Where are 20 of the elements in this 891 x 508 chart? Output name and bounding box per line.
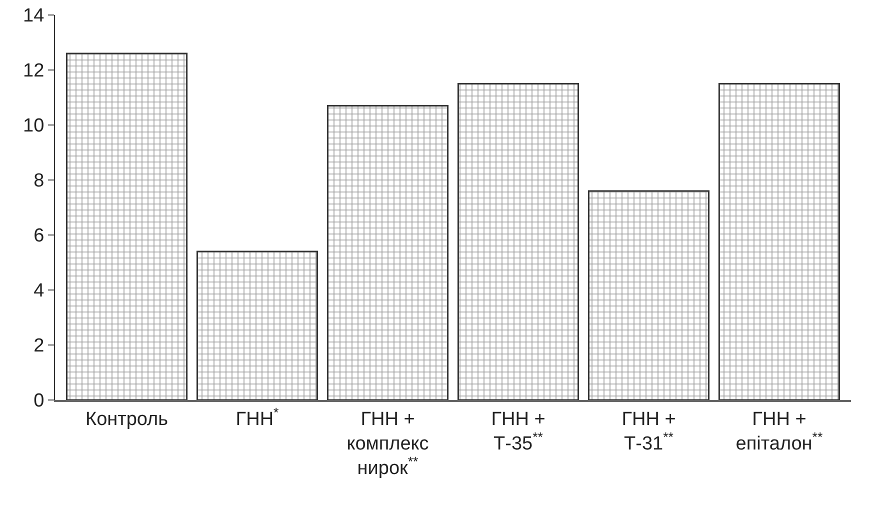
y-tick-label: 6	[34, 226, 44, 247]
y-tick-label: 10	[23, 116, 44, 137]
bar	[718, 83, 840, 400]
x-tick-label: Контроль	[86, 408, 168, 430]
y-tick-label: 8	[34, 170, 44, 192]
x-tick-label: ГНН$^{*}$	[236, 404, 279, 430]
y-tick-label: 0	[34, 390, 44, 412]
y-tick-label: 4	[34, 280, 45, 302]
bar	[196, 250, 318, 400]
bar	[326, 105, 449, 400]
bar	[457, 83, 580, 400]
x-tick-label: ГНН + Т-31$^{**}$	[622, 408, 676, 454]
y-tick-label: 12	[23, 60, 44, 82]
y-tick-label: 2	[34, 336, 44, 357]
bar	[588, 190, 710, 400]
x-tick-label: ГНН + комплекс нирок$^{**}$	[346, 408, 429, 480]
x-tick-label: ГНН + Т-35$^{**}$	[491, 408, 546, 454]
x-tick-label: ГНН + епіталон$^{**}$	[736, 408, 823, 454]
y-tick-label: 14	[23, 6, 45, 27]
bar	[66, 52, 188, 400]
